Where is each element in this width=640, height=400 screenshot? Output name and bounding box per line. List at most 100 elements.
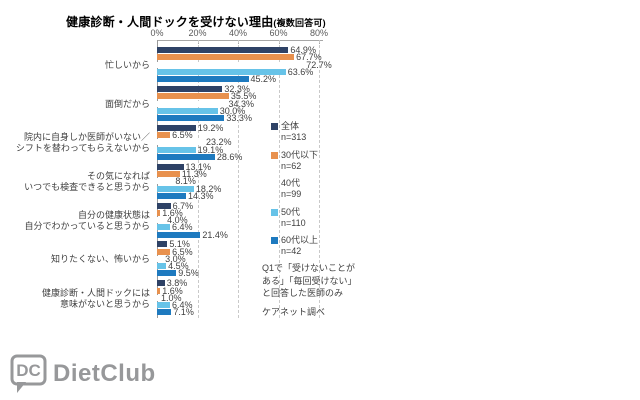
bar-value-label: 19.2% bbox=[197, 122, 224, 133]
category-label-line: 健康診断・人間ドックには bbox=[41, 287, 150, 298]
bar-60代以上 bbox=[157, 231, 201, 238]
category-label: その気になれば いつでも検査できると思うから bbox=[0, 163, 153, 202]
legend-series-name: 50代 bbox=[281, 206, 301, 217]
bar-60代以上 bbox=[157, 192, 186, 199]
x-axis-tick-label: 20% bbox=[188, 28, 207, 38]
bar-40代 bbox=[157, 217, 166, 224]
bar-value-label: 9.5% bbox=[178, 268, 199, 279]
category-label: 忙しいから bbox=[0, 46, 153, 85]
svg-text:DC: DC bbox=[16, 361, 41, 380]
legend-series-name: 40代 bbox=[281, 178, 301, 189]
bar-value-label: 1.0% bbox=[161, 292, 182, 303]
bar-50代 bbox=[157, 107, 218, 114]
bar-30代以下 bbox=[157, 171, 180, 177]
bar-value-label: 33.3% bbox=[226, 113, 252, 124]
bar-value-label: 6.7% bbox=[172, 200, 194, 211]
bar-value-label: 11.3% bbox=[181, 169, 207, 179]
category-label-line: いつでも検査できると思うから bbox=[24, 181, 150, 192]
category-label: 健康診断・人間ドックには 意味がないと思うから bbox=[0, 279, 153, 318]
bar-value-label: 6.4% bbox=[171, 222, 193, 233]
chart-title: 健康診断・人間ドックを受けない理由(複数回答可) bbox=[66, 13, 326, 30]
legend-entry-全体: 全体 n=313 bbox=[271, 121, 306, 143]
legend-entry-60代以上: 60代以上 n=42 bbox=[271, 235, 318, 257]
category-label: 院内に自身しか医師がいない／ シフトを替わってもらえないから bbox=[0, 124, 153, 163]
category-label-line: 院内に自身しか医師がいない／ bbox=[23, 132, 150, 143]
bar-60代以上 bbox=[157, 76, 249, 83]
bar-30代以下 bbox=[157, 209, 161, 216]
x-axis-tick-label: 40% bbox=[228, 28, 247, 38]
bar-value-label: 13.1% bbox=[185, 161, 212, 172]
legend-entry-40代: 40代 n=99 bbox=[271, 178, 301, 200]
legend-entry-30代以下: 30代以下 n=62 bbox=[271, 150, 318, 172]
bar-40代 bbox=[157, 100, 227, 107]
bar-50代 bbox=[157, 68, 286, 75]
category-label-line: 面倒だから bbox=[104, 98, 150, 109]
bar-value-label: 14.3% bbox=[187, 190, 214, 201]
bar-value-label: 8.1% bbox=[175, 176, 196, 187]
bar-value-label: 63.6% bbox=[287, 66, 314, 77]
bar-value-label: 67.7% bbox=[296, 52, 322, 63]
chart-title-main: 健康診断・人間ドックを受けない理由 bbox=[66, 15, 274, 29]
bar-value-label: 7.1% bbox=[173, 307, 194, 318]
source-credit: ケアネット調べ bbox=[262, 307, 326, 317]
bar-value-label: 4.0% bbox=[167, 215, 188, 226]
legend-swatch bbox=[271, 208, 278, 216]
legend-series-name: 全体 bbox=[281, 121, 300, 131]
category-label-line: 忙しいから bbox=[104, 59, 150, 70]
bar-全体 bbox=[157, 124, 196, 131]
legend-swatch bbox=[271, 151, 278, 159]
bar-全体 bbox=[157, 163, 184, 170]
gridline bbox=[197, 40, 199, 318]
bar-value-label: 6.5% bbox=[172, 130, 193, 141]
bar-value-label: 32.3% bbox=[224, 84, 250, 95]
category-label-line: 自分でわかっていると思うから bbox=[24, 220, 150, 231]
bar-value-label: 23.2% bbox=[205, 137, 232, 148]
bar-value-label: 45.2% bbox=[250, 74, 277, 85]
legend-swatch bbox=[271, 237, 278, 245]
bar-全体 bbox=[157, 47, 289, 54]
gridline bbox=[319, 40, 320, 318]
bar-全体 bbox=[157, 202, 171, 209]
legend-series-name: 30代以下 bbox=[281, 149, 319, 160]
bar-value-label: 6.5% bbox=[172, 246, 193, 257]
bar-50代 bbox=[157, 146, 196, 153]
bar-value-label: 28.6% bbox=[216, 151, 243, 162]
bar-value-label: 30.0% bbox=[219, 105, 246, 116]
dietclub-logo-text: DietClub bbox=[53, 360, 156, 387]
category-label: 自分の健康状態は 自分でわかっていると思うから bbox=[0, 201, 153, 240]
bar-value-label: 1.6% bbox=[162, 285, 183, 296]
gridline bbox=[238, 40, 239, 318]
bar-value-label: 19.1% bbox=[197, 144, 224, 155]
bar-40代 bbox=[157, 255, 164, 262]
bar-60代以上 bbox=[157, 115, 225, 122]
legend-swatch bbox=[271, 180, 278, 188]
bar-value-label: 18.2% bbox=[195, 183, 222, 194]
chart-title-suffix: (複数回答可) bbox=[273, 18, 326, 28]
bar-value-label: 34.3% bbox=[228, 98, 254, 109]
bar-60代以上 bbox=[157, 153, 215, 160]
bar-value-label: 64.9% bbox=[290, 45, 316, 56]
category-label-line: 知りたくない、怖いから bbox=[50, 254, 150, 265]
bar-30代以下 bbox=[157, 54, 295, 61]
bar-value-label: 21.4% bbox=[202, 229, 228, 240]
legend-series-n: n=42 bbox=[281, 246, 302, 257]
note-line: ある」「毎回受けない」 bbox=[262, 275, 357, 286]
bar-50代 bbox=[157, 185, 194, 192]
category-label-line: その気になれば bbox=[86, 170, 150, 181]
bar-40代 bbox=[157, 61, 305, 68]
bar-30代以下 bbox=[157, 93, 229, 100]
bar-30代以下 bbox=[157, 132, 171, 139]
bar-40代 bbox=[157, 178, 174, 185]
category-label-line: 意味がないと思うから bbox=[59, 298, 150, 309]
bar-50代 bbox=[157, 263, 167, 270]
x-axis-tick-label: 0% bbox=[150, 28, 164, 38]
x-axis-tick-label: 80% bbox=[309, 28, 328, 38]
legend-swatch bbox=[271, 123, 278, 130]
bar-value-label: 3.8% bbox=[166, 278, 188, 289]
category-label-line: シフトを替わってもらえないから bbox=[15, 143, 150, 154]
bar-value-label: 35.5% bbox=[230, 91, 257, 102]
note-text: Q1で「受けないことが ある」「毎回受けない」 と回答した医師のみ bbox=[262, 262, 362, 300]
bar-60代以上 bbox=[157, 309, 172, 316]
note-line: Q1で「受けないことが bbox=[262, 263, 356, 273]
bar-value-label: 5.1% bbox=[169, 239, 190, 250]
